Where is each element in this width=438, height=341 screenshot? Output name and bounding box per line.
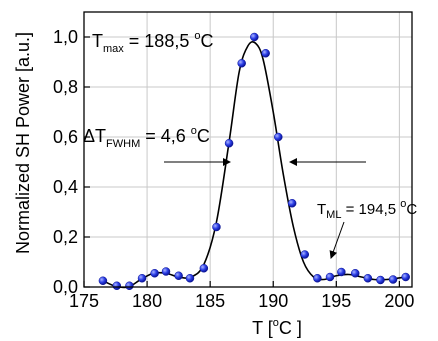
data-point [376, 275, 385, 285]
data-point [300, 250, 310, 259]
data-point [185, 274, 195, 283]
y-tick-label: 0,8 [53, 77, 78, 97]
data-point [250, 32, 259, 42]
data-point [363, 274, 373, 283]
data-point [212, 222, 221, 232]
data-point [224, 139, 234, 148]
x-axis-title: T [oC ] [252, 317, 302, 338]
fwhm-annotation: ΔTFWHM = 4,6 oC [83, 125, 210, 150]
data-point [150, 269, 159, 278]
y-tick-label: 1,0 [53, 27, 78, 47]
data-point [199, 264, 209, 273]
data-point [325, 272, 335, 282]
y-tick-label: 0,0 [53, 277, 78, 297]
x-tick-label: 185 [195, 291, 225, 311]
data-point [401, 272, 410, 282]
data-point [98, 276, 108, 285]
x-tick-label: 175 [69, 291, 99, 311]
data-point [112, 281, 122, 290]
y-tick-label: 0,6 [53, 127, 78, 147]
data-points [98, 32, 410, 290]
data-point [274, 132, 283, 142]
plot-frame [83, 11, 413, 288]
data-point [388, 275, 398, 284]
x-tick-labels: 175 180 185 190 195 200 [69, 291, 414, 311]
tmax-annotation: Tmax = 188,5 oC [92, 30, 213, 55]
data-point [237, 59, 246, 68]
y-tick-label: 0,2 [53, 227, 78, 247]
data-point [174, 271, 183, 280]
fit-curve [102, 40, 406, 289]
x-tick-label: 190 [258, 291, 288, 311]
tml-arrow [329, 221, 345, 259]
data-point [137, 274, 147, 283]
x-tick-label: 200 [384, 291, 414, 311]
y-axis-title: Normalized SH Power [a.u.] [13, 32, 33, 254]
data-point [161, 267, 171, 276]
data-point [313, 274, 322, 283]
y-tick-labels: 0,0 0,2 0,4 0,6 0,8 1,0 [53, 27, 78, 297]
tml-annotation: TML = 194,5 oC [317, 198, 417, 221]
x-tick-label: 195 [321, 291, 351, 311]
data-point [337, 267, 346, 277]
ticks [83, 36, 400, 288]
data-point [287, 199, 297, 208]
y-tick-label: 0,4 [53, 177, 78, 197]
x-tick-label: 180 [132, 291, 162, 311]
data-point [261, 49, 270, 58]
data-point [350, 269, 360, 278]
data-point [125, 281, 134, 290]
